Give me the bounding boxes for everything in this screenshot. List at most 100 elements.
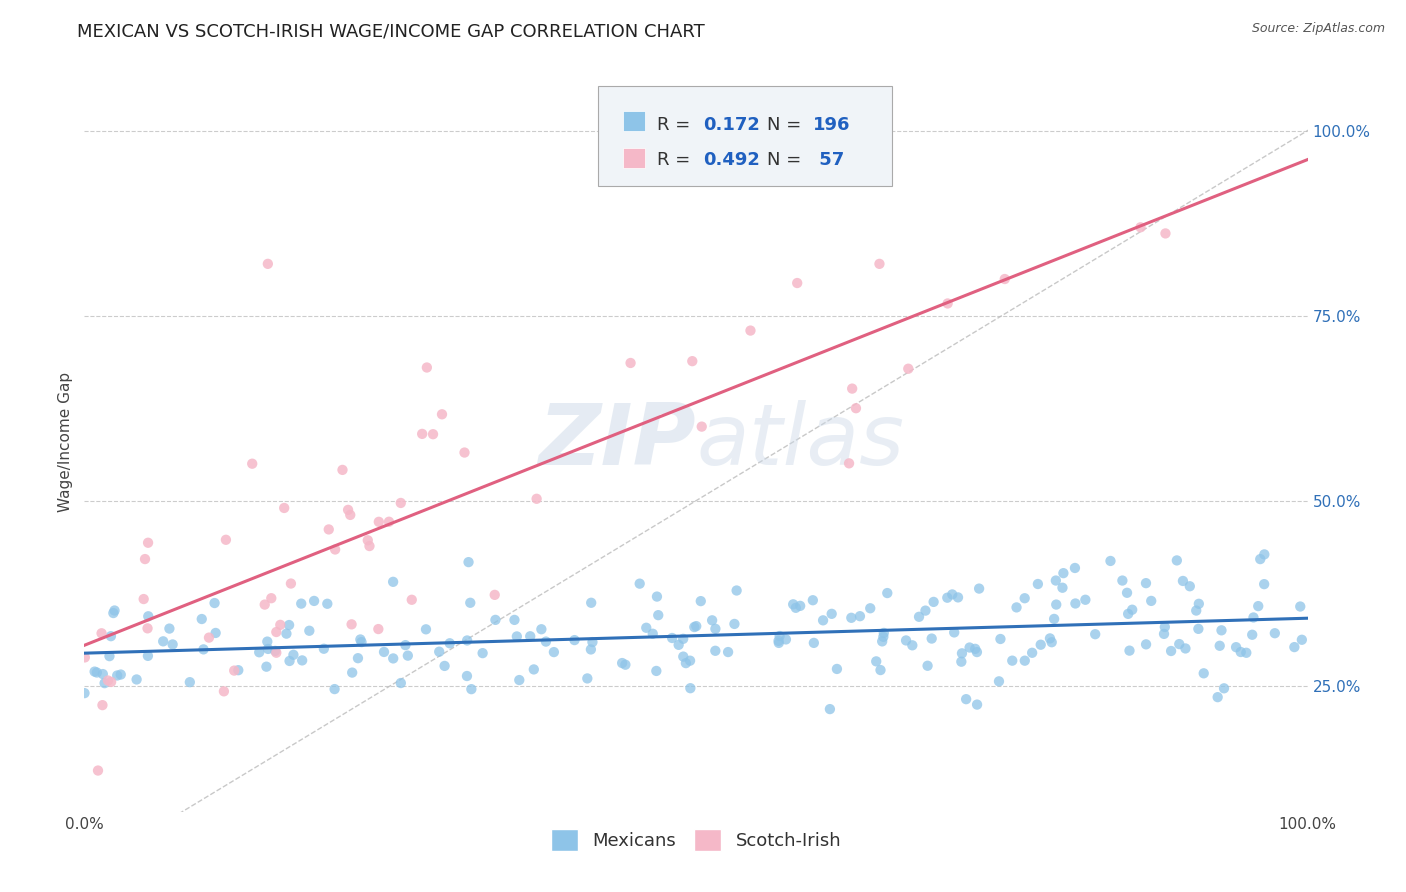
Point (422, 427, 444, 442)
Point (340, 665, 363, 680)
Point (672, 632, 695, 646)
Point (1153, 620, 1175, 634)
Point (1187, 622, 1209, 636)
Point (105, 668, 128, 682)
Point (1029, 638, 1052, 652)
Point (782, 597, 804, 611)
Point (936, 296, 959, 310)
Point (1052, 581, 1074, 595)
Point (873, 626, 896, 640)
Point (689, 594, 711, 608)
Point (1253, 548, 1275, 562)
Point (685, 619, 707, 633)
Point (1178, 579, 1201, 593)
Point (471, 646, 494, 660)
Point (1229, 645, 1251, 659)
Point (460, 682, 482, 697)
Point (581, 635, 603, 649)
Point (394, 638, 416, 652)
Point (312, 641, 335, 656)
Point (966, 698, 988, 712)
Point (98, 649, 121, 664)
Point (224, 664, 246, 678)
Point (959, 640, 981, 655)
Point (950, 646, 973, 660)
Point (73, 650, 96, 665)
Text: ZIP: ZIP (538, 400, 696, 483)
Point (681, 354, 703, 368)
Point (645, 664, 668, 678)
Point (349, 632, 371, 647)
Point (859, 601, 882, 615)
Point (90, 626, 112, 640)
Text: atlas: atlas (696, 400, 904, 483)
Y-axis label: Wage/Income Gap: Wage/Income Gap (58, 371, 73, 512)
Point (966, 645, 988, 659)
Point (373, 645, 395, 659)
Point (193, 642, 215, 657)
Point (839, 611, 862, 625)
Point (801, 593, 824, 607)
Point (1026, 577, 1049, 591)
Point (1225, 640, 1247, 655)
Point (132, 592, 155, 607)
Point (675, 656, 697, 670)
Point (845, 401, 868, 416)
FancyBboxPatch shape (598, 87, 891, 186)
Point (619, 356, 641, 370)
Point (990, 632, 1012, 646)
Point (849, 609, 872, 624)
Point (1084, 627, 1107, 641)
Point (1043, 612, 1066, 626)
Point (1289, 599, 1312, 614)
Point (1001, 654, 1024, 668)
Point (136, 648, 159, 663)
Point (506, 629, 529, 643)
Point (579, 642, 602, 657)
Text: N =: N = (766, 116, 807, 134)
Point (1211, 624, 1233, 638)
Point (253, 598, 276, 612)
Point (347, 651, 370, 665)
Point (1264, 626, 1286, 640)
Point (382, 574, 405, 589)
Point (1039, 632, 1062, 646)
Point (921, 632, 943, 646)
Point (579, 596, 602, 610)
Point (1116, 607, 1139, 621)
Point (87, 764, 110, 778)
Point (1099, 554, 1122, 568)
Text: 0.172: 0.172 (703, 116, 761, 134)
Point (914, 604, 936, 618)
Point (416, 360, 439, 375)
Point (136, 609, 159, 624)
Point (1171, 574, 1194, 588)
Point (190, 612, 212, 626)
Point (1206, 690, 1229, 705)
Point (382, 651, 405, 665)
Point (484, 613, 506, 627)
Point (278, 618, 301, 632)
Point (257, 257, 280, 271)
Text: R =: R = (657, 151, 696, 169)
Point (543, 645, 565, 659)
Point (256, 634, 278, 648)
Point (226, 663, 249, 677)
Point (908, 609, 931, 624)
FancyBboxPatch shape (623, 147, 644, 168)
Point (290, 597, 312, 611)
Point (523, 662, 546, 676)
Point (1111, 574, 1133, 588)
Point (316, 597, 339, 611)
Point (1052, 566, 1074, 581)
Point (136, 535, 159, 549)
Point (825, 662, 848, 676)
Point (876, 586, 898, 600)
Point (700, 613, 723, 627)
Point (534, 634, 557, 648)
Point (725, 583, 748, 598)
Point (841, 382, 863, 396)
Point (1209, 639, 1232, 653)
Point (672, 649, 695, 664)
Point (367, 622, 389, 636)
